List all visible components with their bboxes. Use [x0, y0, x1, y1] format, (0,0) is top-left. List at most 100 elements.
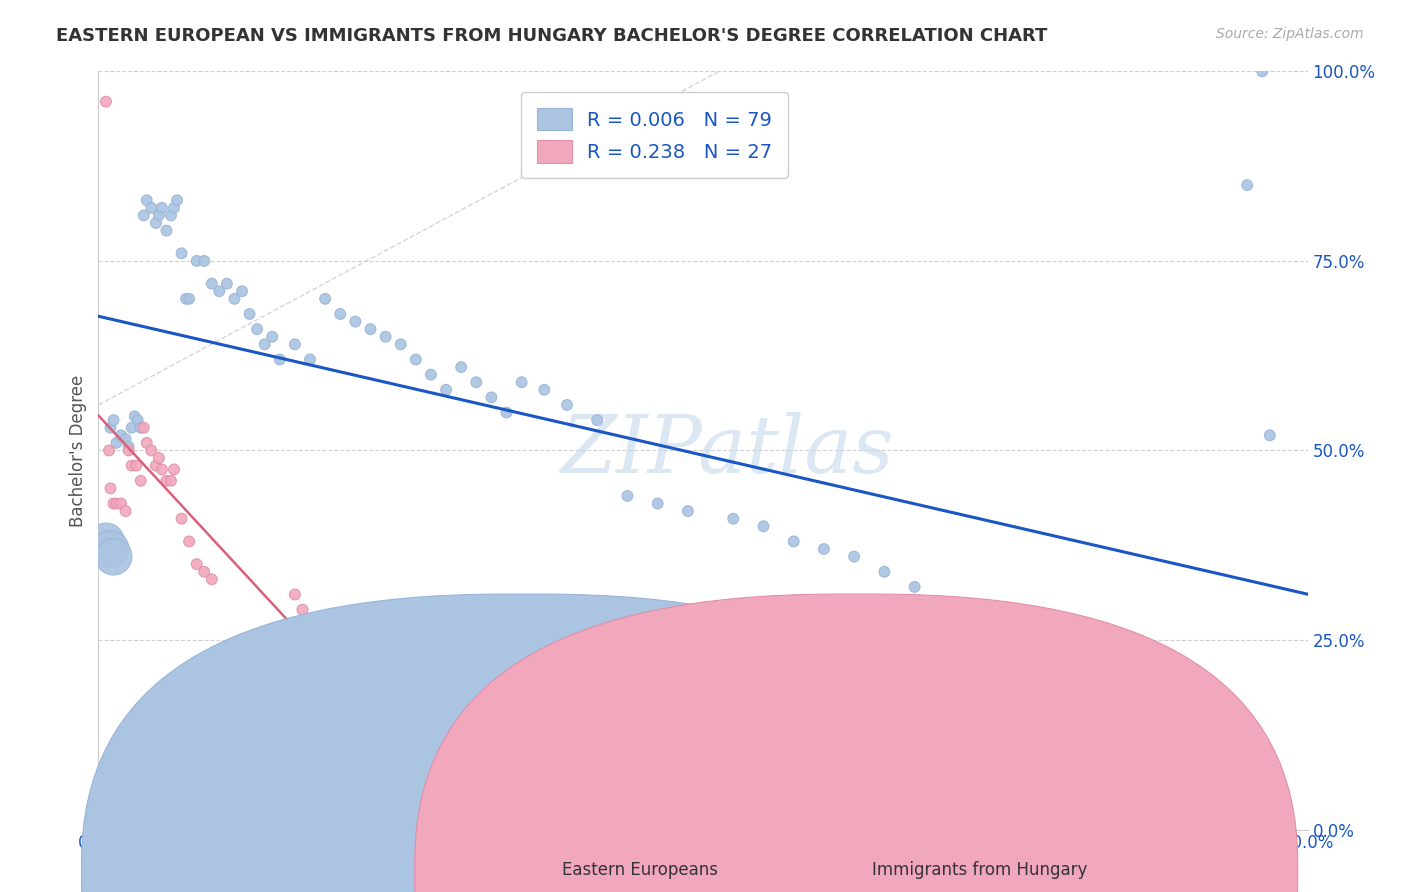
- Point: [239, 307, 262, 321]
- Point: [114, 432, 136, 446]
- Point: [179, 534, 201, 549]
- Point: [284, 588, 307, 602]
- Point: [121, 458, 143, 473]
- Point: [166, 194, 188, 208]
- Point: [110, 496, 132, 510]
- Point: [105, 496, 128, 510]
- Point: [148, 209, 170, 223]
- Point: [132, 209, 155, 223]
- Point: [125, 458, 148, 473]
- Point: [103, 496, 125, 510]
- Point: [420, 368, 443, 382]
- Point: [329, 307, 352, 321]
- Point: [813, 542, 835, 557]
- Point: [160, 474, 183, 488]
- Point: [118, 440, 141, 454]
- Point: [145, 216, 167, 230]
- Point: [1160, 686, 1182, 700]
- Point: [179, 292, 201, 306]
- Point: [465, 376, 488, 390]
- Point: [135, 194, 157, 208]
- Point: [193, 253, 215, 268]
- Point: [215, 277, 238, 291]
- Point: [100, 421, 122, 435]
- Point: [105, 436, 128, 450]
- Point: [201, 277, 224, 291]
- Point: [231, 285, 253, 299]
- Point: [100, 482, 122, 496]
- Legend: R = 0.006   N = 79, R = 0.238   N = 27: R = 0.006 N = 79, R = 0.238 N = 27: [522, 93, 787, 178]
- Point: [389, 337, 412, 351]
- Point: [129, 421, 152, 435]
- Point: [170, 246, 193, 260]
- Point: [141, 201, 163, 215]
- Point: [145, 458, 167, 473]
- Point: [186, 557, 208, 572]
- Point: [150, 201, 173, 215]
- Point: [1130, 671, 1153, 685]
- Point: [253, 337, 276, 351]
- Point: [186, 253, 208, 268]
- Point: [100, 542, 122, 557]
- Point: [148, 451, 170, 466]
- Point: [124, 409, 146, 424]
- Point: [155, 223, 177, 237]
- Text: Eastern Europeans: Eastern Europeans: [562, 861, 718, 879]
- Point: [135, 436, 157, 450]
- Point: [360, 322, 382, 336]
- Point: [174, 292, 197, 306]
- Point: [246, 322, 269, 336]
- Point: [533, 383, 555, 397]
- Point: [262, 330, 284, 344]
- Text: EASTERN EUROPEAN VS IMMIGRANTS FROM HUNGARY BACHELOR'S DEGREE CORRELATION CHART: EASTERN EUROPEAN VS IMMIGRANTS FROM HUNG…: [56, 27, 1047, 45]
- Point: [844, 549, 866, 564]
- Point: [979, 610, 1001, 624]
- Point: [752, 519, 775, 533]
- Point: [94, 95, 117, 109]
- Point: [555, 398, 578, 412]
- Point: [314, 292, 336, 306]
- Point: [495, 405, 517, 420]
- Point: [405, 352, 427, 367]
- Point: [118, 443, 141, 458]
- Point: [170, 512, 193, 526]
- Point: [150, 462, 173, 476]
- Point: [94, 534, 117, 549]
- Point: [284, 337, 307, 351]
- Point: [1010, 625, 1032, 640]
- Point: [344, 314, 367, 328]
- Point: [723, 512, 745, 526]
- Point: [163, 462, 186, 476]
- Text: Immigrants from Hungary: Immigrants from Hungary: [872, 861, 1087, 879]
- Point: [374, 330, 396, 344]
- Point: [1258, 428, 1281, 442]
- Point: [291, 603, 314, 617]
- Point: [201, 573, 224, 587]
- Point: [616, 489, 638, 503]
- Point: [1191, 701, 1213, 715]
- Point: [1236, 178, 1258, 193]
- Point: [208, 285, 231, 299]
- Point: [193, 565, 215, 579]
- Text: Source: ZipAtlas.com: Source: ZipAtlas.com: [1216, 27, 1364, 41]
- Point: [783, 534, 806, 549]
- Point: [586, 413, 609, 427]
- Point: [224, 292, 246, 306]
- Point: [127, 413, 149, 427]
- Point: [103, 413, 125, 427]
- Point: [647, 496, 669, 510]
- Text: ZIPatlas: ZIPatlas: [561, 412, 894, 489]
- Point: [121, 421, 143, 435]
- Point: [114, 504, 136, 518]
- Point: [129, 474, 152, 488]
- Point: [160, 209, 183, 223]
- Point: [1251, 64, 1274, 78]
- Y-axis label: Bachelor's Degree: Bachelor's Degree: [69, 375, 87, 526]
- Point: [155, 474, 177, 488]
- Point: [904, 580, 927, 594]
- Point: [1085, 656, 1108, 670]
- Point: [676, 504, 699, 518]
- Point: [510, 376, 533, 390]
- Point: [1220, 716, 1243, 731]
- Point: [163, 201, 186, 215]
